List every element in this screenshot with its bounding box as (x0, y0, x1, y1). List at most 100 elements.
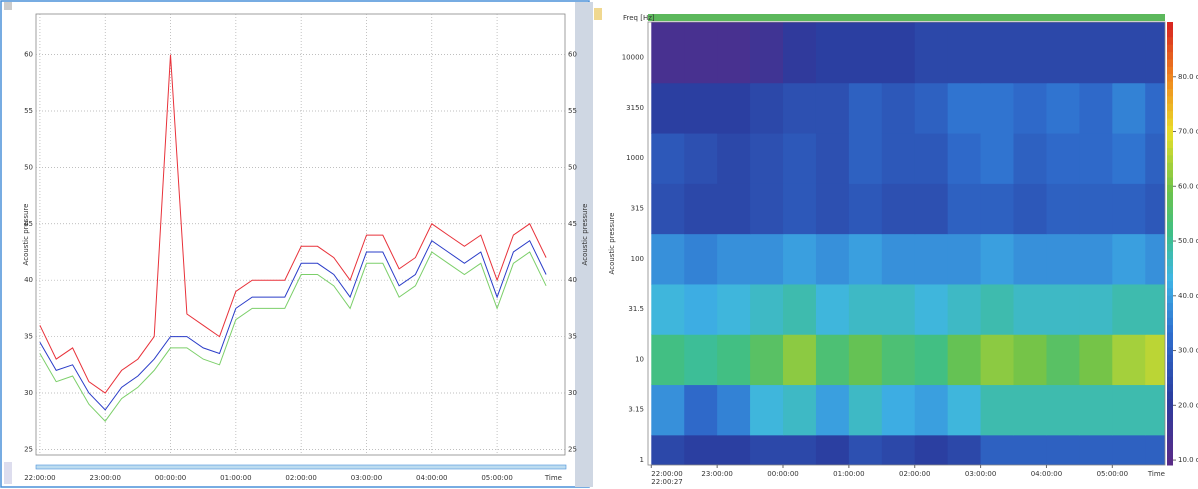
heat-cell (750, 133, 784, 184)
heat-cell (881, 283, 916, 335)
heat-cell (1145, 133, 1165, 184)
heat-cell (1046, 434, 1080, 465)
heat-cell (717, 334, 751, 386)
heat-cell (815, 434, 850, 465)
colorbar-step (1167, 265, 1173, 274)
toolbar-button[interactable] (4, 2, 12, 10)
heat-cell (651, 82, 685, 134)
zoom-control[interactable] (4, 462, 12, 484)
y-tick-label: 60 (24, 51, 33, 59)
x-tick-label: 01:00:00 (220, 474, 251, 482)
heat-cell (914, 233, 949, 285)
x-tick-label: 00:00:00 (767, 470, 798, 478)
y-tick-label: 55 (24, 107, 33, 115)
top-band (648, 14, 1165, 21)
heat-cell (1112, 283, 1146, 335)
y-tick-label: 10000 (622, 54, 644, 62)
chart-title: Freq [Hz] (623, 14, 655, 22)
heat-cell (651, 334, 685, 386)
heat-cell (1079, 133, 1113, 184)
heat-cell (1079, 82, 1113, 134)
colorbar-step (1167, 435, 1173, 444)
colorbar-label: 70.0 dB (1178, 128, 1198, 136)
heat-cell (684, 283, 718, 335)
heat-cell (783, 434, 817, 465)
heat-cell (1112, 22, 1146, 84)
heat-cell (783, 82, 817, 134)
colorbar-step (1167, 36, 1173, 45)
colorbar-step (1167, 420, 1173, 429)
heat-cell (1145, 183, 1165, 235)
heat-cell (914, 133, 949, 184)
heat-cell (1145, 82, 1165, 134)
y-tick-label: 31.5 (628, 305, 644, 313)
heat-cell (881, 384, 916, 436)
x-tick-label: 22:00:00 (24, 474, 55, 482)
splitter[interactable] (575, 2, 593, 487)
colorbar-step (1167, 295, 1173, 304)
heat-cell (980, 334, 1015, 386)
heat-cell (717, 183, 751, 235)
x-tick-label: 01:00:00 (833, 470, 864, 478)
heat-cell (1046, 133, 1080, 184)
folder-icon[interactable] (594, 8, 602, 20)
colorbar-step (1167, 110, 1173, 119)
colorbar-step (1167, 442, 1173, 451)
heat-cell (783, 384, 817, 436)
heat-cell (651, 283, 685, 335)
heat-cell (947, 434, 982, 465)
colorbar-step (1167, 236, 1173, 244)
x-tick-label: 00:00:00 (155, 474, 186, 482)
y2-tick-label: 55 (568, 107, 577, 115)
y-tick-label: 315 (631, 205, 644, 213)
heat-cell (881, 434, 916, 465)
colorbar-step (1167, 147, 1173, 156)
colorbar-step (1167, 140, 1173, 149)
colorbar-step (1167, 302, 1173, 311)
colorbar-step (1167, 287, 1173, 296)
scrollbar[interactable] (35, 464, 567, 470)
heat-cell (1145, 434, 1165, 465)
heat-cell (1046, 82, 1080, 134)
colorbar-label: 10.0 dB (1178, 456, 1198, 464)
colorbar-step (1167, 228, 1173, 237)
heat-cell (947, 283, 982, 335)
heat-cell (717, 434, 751, 465)
y-tick-label: 35 (24, 333, 33, 341)
heat-cell (881, 82, 916, 134)
colorbar-step (1167, 398, 1173, 407)
colorbar-step (1167, 184, 1173, 193)
y-tick-label: 30 (24, 389, 33, 397)
heat-cell (1013, 133, 1047, 184)
x-tick-label: 03:00:00 (351, 474, 382, 482)
colorbar-step (1167, 95, 1173, 104)
heat-cell (881, 183, 916, 235)
heat-cell (947, 82, 982, 134)
heat-cell (848, 283, 883, 335)
colorbar-step (1167, 44, 1173, 53)
colorbar-step (1167, 88, 1173, 97)
heat-cell (717, 82, 751, 134)
heat-cell (783, 283, 817, 335)
x-tick-label: 03:00:00 (965, 470, 996, 478)
heat-cell (1145, 283, 1165, 335)
heat-cell (815, 82, 850, 134)
x-tick-label: 05:00:00 (1097, 470, 1128, 478)
heat-cell (815, 183, 850, 235)
heat-cell (684, 133, 718, 184)
y2-tick-label: 50 (568, 163, 577, 171)
colorbar-step (1167, 428, 1173, 436)
heat-cell (1013, 22, 1047, 84)
heat-cell (1013, 434, 1047, 465)
heat-cell (684, 384, 718, 436)
heat-cell (881, 133, 916, 184)
line-chart: 25 25 30 30 35 35 40 40 45 45 50 50 55 55 60 60 22:00:00… (22, 13, 589, 482)
y-tick-label: 45 (24, 220, 33, 228)
heat-cell (750, 82, 784, 134)
colorbar-step (1167, 199, 1173, 208)
heat-cell (980, 233, 1015, 285)
heat-cell (947, 334, 982, 386)
series-line (39, 54, 547, 394)
heat-cell (815, 334, 850, 386)
colorbar-label: 80.0 dB (1178, 73, 1198, 81)
